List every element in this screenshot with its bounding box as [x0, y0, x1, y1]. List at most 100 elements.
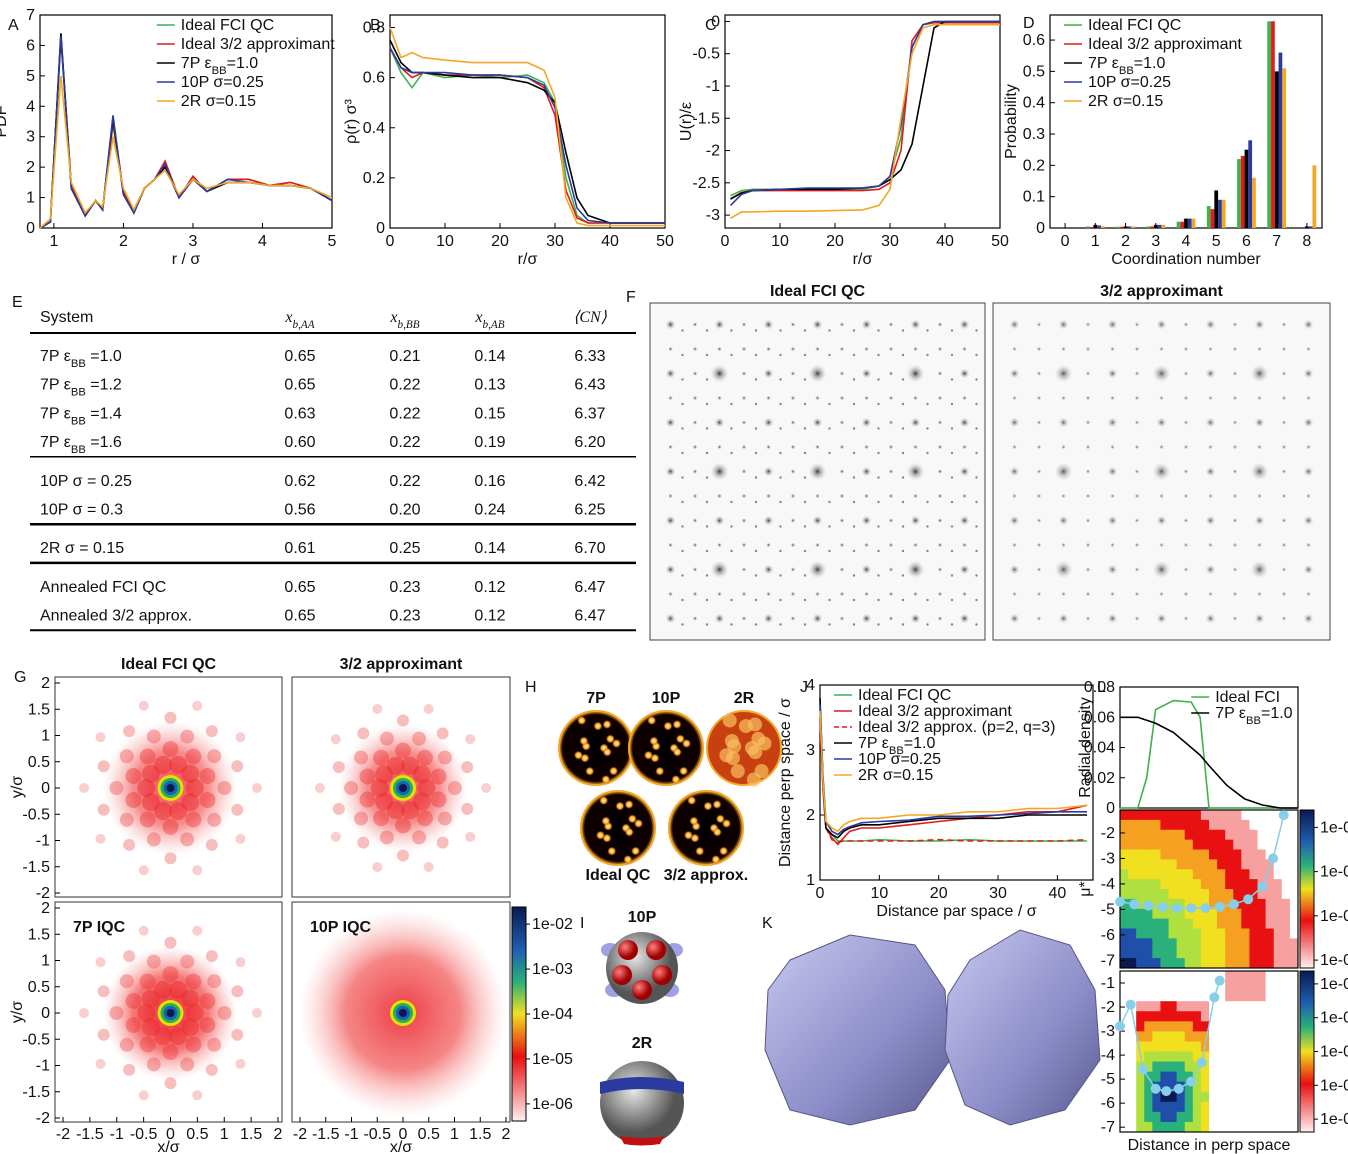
heatmap-cell: [1136, 1011, 1145, 1022]
pattern-dot: [601, 816, 610, 825]
heatmap-cell: [1282, 929, 1291, 939]
heatmap-cell: [1258, 1072, 1267, 1083]
diffraction-spot: [1233, 445, 1238, 450]
diffraction-spot: [779, 525, 781, 527]
diffraction-spot: [975, 599, 977, 601]
heatmap-cell: [1169, 1122, 1178, 1133]
x-tick-label: 30: [989, 885, 1007, 902]
heatmap-cell: [1233, 958, 1242, 968]
table-system-part: =1.2: [86, 377, 122, 394]
diffraction-spot: [1184, 322, 1189, 327]
heatmap-cell: [1217, 1041, 1226, 1052]
heatmap-cell: [1120, 919, 1129, 929]
diffraction-spot: [764, 516, 774, 526]
heatmap-cell: [1258, 948, 1267, 958]
colorbar-label: 1e-05: [1320, 908, 1348, 925]
diffraction-spot: [730, 354, 732, 356]
bar: [1282, 68, 1286, 228]
legend-label-part: 7P ε: [1088, 55, 1119, 72]
diffraction-spot: [764, 320, 774, 330]
colorbar-label: 1e-04: [1320, 864, 1348, 881]
diffraction-spot: [902, 427, 904, 429]
diffraction-spot: [1010, 467, 1020, 477]
line: [1120, 717, 1298, 808]
heatmap-cell: [1241, 859, 1250, 869]
panel-label: D: [1023, 15, 1035, 32]
heatmap-cell: [1201, 820, 1210, 830]
heatmap-cell: [1193, 859, 1202, 869]
pattern-dot: [673, 720, 682, 729]
pattern-label: 3/2 approx.: [664, 867, 748, 884]
diffraction-spot: [926, 452, 928, 454]
heatmap-cell: [1225, 1122, 1234, 1133]
y-tick-label: -5: [1101, 901, 1115, 918]
diffraction-spot: [766, 445, 771, 450]
heatmap-cell: [1136, 1001, 1145, 1012]
heatmap-cell: [1193, 1092, 1202, 1103]
legend-label: Ideal 3/2 approximant: [181, 36, 335, 53]
table-cell: 0.23: [389, 608, 420, 625]
y-tick-label: 0.6: [363, 70, 385, 87]
legend-label-part: Ideal FCI QC: [858, 687, 951, 704]
heatmap-cell: [1290, 879, 1299, 889]
heatmap-cell: [1201, 958, 1210, 968]
pattern-dot: [574, 751, 583, 760]
diffraction-spot: [938, 567, 943, 572]
diffraction-spot: [902, 378, 904, 380]
heatmap-cell: [1144, 1031, 1153, 1042]
diffraction-spot: [1061, 347, 1066, 352]
heatmap-cell: [1266, 1082, 1275, 1093]
heatmap-cell: [1169, 1041, 1178, 1052]
bar: [1188, 219, 1192, 228]
diffraction-spot: [813, 516, 823, 526]
table-system: Annealed FCI QC: [40, 579, 166, 596]
diffraction-spot: [1135, 592, 1140, 597]
pattern-dot: [655, 767, 664, 776]
heatmap-cell: [1225, 1011, 1234, 1022]
heatmap-cell: [1209, 1122, 1218, 1133]
legend-label: 2R σ=0.15: [1088, 93, 1163, 110]
dot: [1172, 903, 1182, 913]
diffraction-spot: [926, 427, 928, 429]
diffraction-spot: [960, 565, 970, 575]
diffraction-spot: [791, 371, 796, 376]
diffraction-spot: [1251, 463, 1269, 481]
table-system: 10P σ = 0.25: [40, 473, 132, 490]
y-tick-label: 0: [1106, 800, 1115, 817]
diffraction-spot: [902, 525, 904, 527]
dot: [1143, 901, 1153, 911]
diffraction-spot: [1086, 469, 1091, 474]
diffraction-spot: [960, 516, 970, 526]
heatmap-cell: [1152, 991, 1161, 1002]
heatmap-cell: [1258, 1031, 1267, 1042]
bar: [1214, 190, 1218, 228]
heatmap-cell: [1290, 830, 1299, 840]
diffraction-spot: [889, 494, 894, 499]
diffraction-spot: [840, 592, 845, 597]
x-tick-label: 4: [1182, 233, 1191, 250]
diffraction-spot: [902, 329, 904, 331]
diffraction-spot: [1306, 445, 1311, 450]
diffraction-spot: [668, 543, 673, 548]
x-tick-label: 0.5: [418, 1126, 440, 1143]
heatmap-cell: [1282, 820, 1291, 830]
heatmap-cell: [1249, 1122, 1258, 1133]
heatmap-cell: [1201, 1011, 1210, 1022]
diffraction-spot: [693, 616, 698, 621]
diffraction-spot: [902, 550, 904, 552]
bar: [1124, 226, 1128, 228]
x-tick-label: 1: [220, 1126, 229, 1143]
table-system: Annealed 3/2 approx.: [40, 608, 192, 625]
diffraction-spot: [815, 592, 820, 597]
diffraction-spot: [853, 378, 855, 380]
diffraction-spot: [668, 347, 673, 352]
diffraction-spot: [926, 623, 928, 625]
diffraction-spot: [1153, 463, 1171, 481]
heatmap-cell: [1177, 1122, 1186, 1133]
diffraction-spot: [755, 427, 757, 429]
diffraction-spot: [1153, 561, 1171, 579]
heatmap-cell: [1144, 919, 1153, 929]
y-axis-label: Radial density: [1077, 697, 1094, 798]
heatmap-cell: [1152, 1112, 1161, 1123]
diffraction-spot: [804, 403, 806, 405]
